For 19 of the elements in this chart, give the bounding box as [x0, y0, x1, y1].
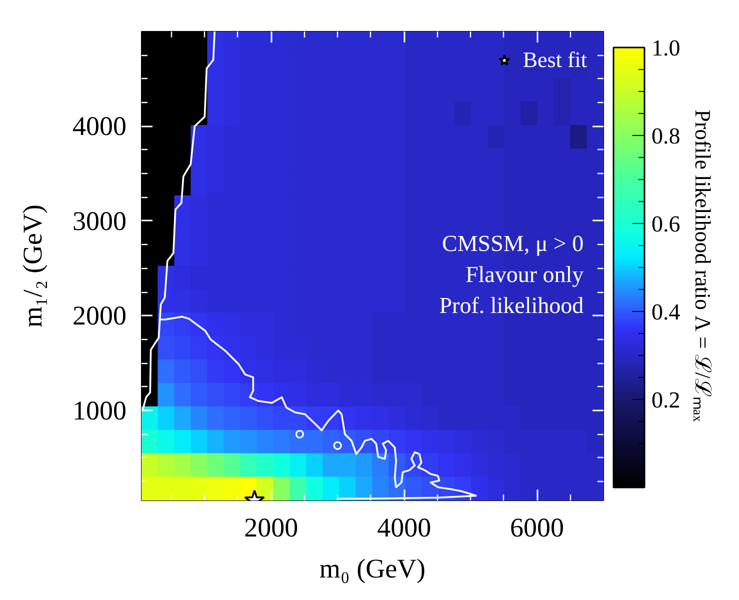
x-tick-label: 6000 — [510, 512, 564, 542]
annotation: CMSSM, μ > 0 — [442, 230, 584, 256]
color-bar-label: 0.8 — [652, 124, 680, 148]
x-tick-label: 2000 — [244, 512, 298, 542]
annotation: Prof. likelihood — [439, 292, 584, 318]
color-bar-label: 0.6 — [652, 212, 680, 236]
color-bar-title: Profile likelihood ratio Λ = ℒ/ℒₘₐₓ — [690, 110, 716, 422]
color-bar-label: 0.4 — [652, 300, 681, 324]
y-tick-label: 2000 — [72, 300, 126, 331]
legend-label: Best fit — [522, 47, 587, 73]
annotation: Flavour only — [465, 262, 584, 287]
color-bar-label: 1.0 — [652, 36, 680, 60]
y-tick-label: 3000 — [72, 206, 126, 236]
x-tick-label: 4000 — [377, 512, 432, 542]
color-bar-label: 0.2 — [652, 388, 680, 412]
y-tick-label: 4000 — [72, 111, 126, 142]
y-axis-title: m₁/₂ (GeV) — [18, 204, 48, 328]
x-axis-title: m₀ (GeV) — [319, 554, 426, 584]
y-tick-label: 1000 — [72, 395, 126, 426]
